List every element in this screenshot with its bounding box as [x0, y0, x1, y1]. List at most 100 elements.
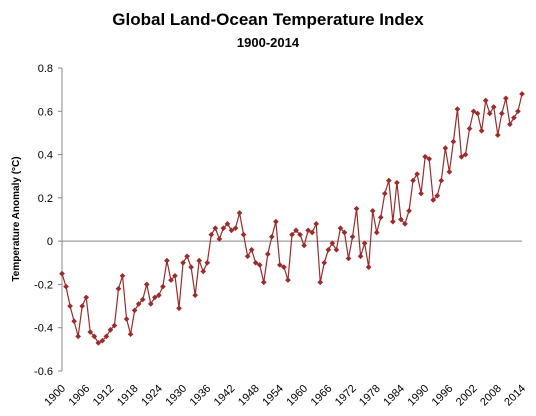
series-group — [59, 91, 525, 346]
y-tick-label: -0.2 — [34, 279, 53, 291]
data-point — [301, 242, 307, 249]
data-point — [285, 277, 291, 283]
data-point — [357, 253, 364, 260]
data-point — [438, 177, 445, 184]
data-point — [454, 106, 461, 112]
data-point — [232, 225, 239, 231]
data-point — [325, 246, 332, 253]
x-tick-label: 1942 — [212, 383, 238, 409]
x-tick-label: 1900 — [42, 383, 68, 409]
data-point — [494, 132, 501, 138]
data-point — [240, 231, 247, 238]
data-point — [127, 331, 134, 338]
data-point — [160, 283, 166, 290]
data-point — [123, 316, 130, 322]
data-point — [474, 110, 481, 117]
x-tick-label: 1924 — [139, 383, 165, 409]
x-axis-ticks: 1900190619121918192419301936194219481954… — [42, 383, 528, 409]
data-point — [446, 169, 453, 175]
data-point — [107, 327, 114, 333]
data-point — [341, 229, 348, 236]
data-point — [252, 259, 259, 266]
y-tick-label: 0.4 — [38, 150, 53, 162]
data-point — [394, 179, 400, 186]
data-point — [91, 333, 98, 340]
data-point — [63, 283, 69, 290]
data-point — [115, 285, 122, 292]
data-point — [353, 205, 360, 212]
data-point — [402, 221, 408, 227]
data-point — [498, 110, 505, 117]
data-point — [75, 333, 81, 340]
data-point — [390, 218, 396, 225]
data-point — [79, 303, 86, 309]
data-point — [434, 192, 441, 199]
y-tick-label: 0.8 — [38, 63, 53, 75]
data-point — [507, 121, 513, 128]
x-tick-label: 1954 — [260, 383, 286, 409]
x-tick-label: 1966 — [309, 383, 335, 409]
x-tick-label: 1906 — [67, 383, 93, 409]
data-point — [156, 292, 162, 299]
data-point — [244, 253, 251, 260]
data-point — [519, 91, 525, 97]
data-point — [313, 221, 320, 227]
data-point — [418, 190, 424, 197]
data-point — [466, 125, 473, 132]
data-point — [172, 272, 178, 279]
data-point — [317, 279, 324, 286]
data-point — [462, 151, 469, 158]
data-point — [377, 214, 384, 221]
data-point — [99, 337, 106, 344]
data-point — [131, 307, 138, 314]
y-tick-label: 0 — [47, 236, 53, 248]
data-point — [442, 145, 449, 151]
data-point — [71, 318, 77, 325]
data-point — [337, 225, 344, 231]
data-point — [470, 108, 477, 115]
data-point — [450, 138, 457, 145]
data-point — [168, 277, 174, 283]
x-tick-label: 2008 — [478, 383, 504, 409]
data-point — [67, 303, 73, 309]
y-tick-label: 0.2 — [38, 193, 53, 205]
data-point — [111, 322, 118, 329]
data-point — [361, 240, 368, 247]
data-point — [482, 97, 489, 104]
chart-title: Global Land-Ocean Temperature Index — [112, 10, 424, 29]
data-point — [256, 262, 263, 268]
data-point — [228, 227, 235, 234]
data-point — [119, 272, 126, 279]
series-line — [61, 93, 523, 344]
chart-subtitle: 1900-2014 — [237, 35, 300, 50]
x-tick-label: 1990 — [405, 383, 431, 409]
data-point — [196, 257, 203, 264]
data-point — [268, 233, 275, 240]
data-point — [176, 305, 182, 312]
y-axis-label: Temperature Anomaly (°C) — [11, 156, 22, 281]
data-point — [59, 270, 65, 277]
data-point — [188, 264, 194, 270]
data-point — [87, 329, 94, 335]
x-tick-label: 1978 — [357, 383, 383, 409]
data-point — [103, 333, 110, 340]
data-point — [414, 171, 420, 177]
data-point — [321, 259, 328, 266]
data-point — [365, 264, 372, 270]
x-tick-label: 2014 — [502, 383, 528, 409]
data-point — [184, 253, 190, 260]
data-point — [143, 281, 150, 288]
data-point — [381, 190, 388, 197]
data-point — [410, 177, 416, 184]
data-point — [83, 294, 90, 301]
data-point — [164, 257, 170, 264]
data-point — [309, 229, 316, 236]
y-axis-ticks: -0.6 -0.4 -0.2 0 0.2 0.4 0.6 0.8 — [34, 63, 62, 378]
data-point — [95, 340, 102, 346]
x-tick-label: 1960 — [284, 383, 310, 409]
data-point — [281, 264, 287, 270]
data-point — [200, 268, 207, 275]
data-point — [192, 292, 198, 299]
data-point — [220, 225, 227, 231]
